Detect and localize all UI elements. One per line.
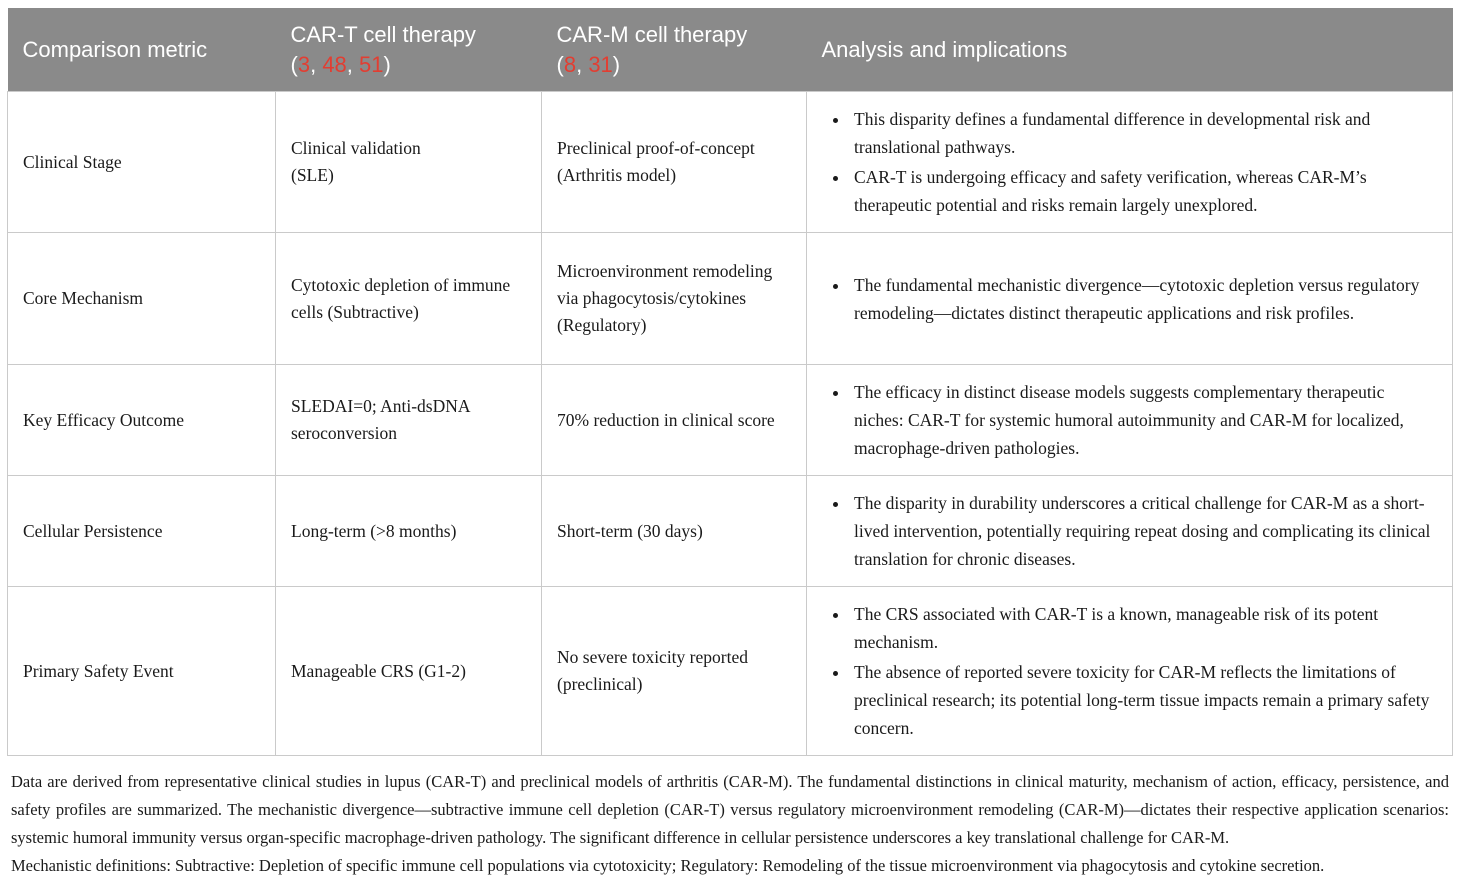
header-cart-therapy: CAR-T cell therapy (3, 48, 51) [275, 8, 542, 92]
carm-value-cell: Short-term (30 days) [541, 475, 807, 588]
header-metric-label: Comparison metric [22, 36, 208, 62]
analysis-cell: The CRS associated with CAR-T is a known… [806, 586, 1453, 757]
citation-ref[interactable]: 31 [588, 51, 613, 77]
citation-ref[interactable]: 3 [297, 51, 311, 77]
header-analysis-label: Analysis and implications [821, 36, 1068, 62]
analysis-cell: The fundamental mechanistic divergence—c… [806, 232, 1453, 366]
citation-ref[interactable]: 48 [322, 51, 347, 77]
analysis-bullet-list: The CRS associated with CAR-T is a known… [822, 600, 1437, 742]
carm-value-cell: No severe toxicity reported (preclinical… [541, 586, 807, 757]
analysis-cell: The efficacy in distinct disease models … [806, 364, 1453, 477]
metric-cell: Cellular Persistence [7, 475, 276, 588]
analysis-bullet-list: This disparity defines a fundamental dif… [822, 105, 1437, 219]
header-cart-title: CAR-T cell therapy [290, 22, 476, 47]
table-row-key-efficacy-outcome: Key Efficacy Outcome SLEDAI=0; Anti-dsDN… [7, 364, 1453, 477]
cart-citation-refs: (3, 48, 51) [290, 51, 391, 77]
analysis-bullet-list: The disparity in durability underscores … [822, 489, 1437, 573]
metric-cell: Key Efficacy Outcome [7, 364, 276, 477]
cart-value-cell: Manageable CRS (G1-2) [275, 586, 542, 757]
carm-citation-refs: (8, 31) [556, 51, 621, 77]
analysis-bullet: This disparity defines a fundamental dif… [850, 105, 1437, 161]
cart-value-cell: Long-term (>8 months) [275, 475, 542, 588]
metric-cell: Clinical Stage [7, 91, 276, 234]
analysis-cell: The disparity in durability underscores … [806, 475, 1453, 588]
carm-value-cell: 70% reduction in clinical score [541, 364, 807, 477]
comparison-table: Comparison metric CAR-T cell therapy (3,… [7, 8, 1453, 757]
analysis-bullet: The fundamental mechanistic divergence—c… [850, 271, 1437, 327]
header-carm-therapy: CAR-M cell therapy (8, 31) [541, 8, 807, 92]
metric-cell: Primary Safety Event [7, 586, 276, 757]
header-comparison-metric: Comparison metric [7, 8, 276, 92]
header-carm-title: CAR-M cell therapy [556, 22, 748, 47]
cart-value-cell: Cytotoxic depletion of immune cells (Sub… [275, 232, 542, 366]
table-row-core-mechanism: Core Mechanism Cytotoxic depletion of im… [7, 232, 1453, 366]
table-row-clinical-stage: Clinical Stage Clinical validation (SLE)… [7, 91, 1453, 234]
analysis-bullet-list: The efficacy in distinct disease models … [822, 378, 1437, 462]
header-row: Comparison metric CAR-T cell therapy (3,… [7, 8, 1453, 92]
table-row-cellular-persistence: Cellular Persistence Long-term (>8 month… [7, 475, 1453, 588]
citation-ref[interactable]: 51 [359, 51, 384, 77]
footnote-mechanistic-definitions: Mechanistic definitions: Subtractive: De… [11, 855, 1325, 875]
analysis-cell: This disparity defines a fundamental dif… [806, 91, 1453, 234]
carm-value-cell: Microenvironment remodeling via phagocyt… [541, 232, 807, 366]
citation-ref[interactable]: 8 [563, 51, 577, 77]
header-analysis: Analysis and implications [806, 8, 1453, 92]
analysis-bullet: The absence of reported severe toxicity … [850, 658, 1437, 742]
cart-value-cell: Clinical validation (SLE) [275, 91, 542, 234]
table-row-primary-safety-event: Primary Safety Event Manageable CRS (G1-… [7, 586, 1453, 757]
analysis-bullet: CAR-T is undergoing efficacy and safety … [850, 163, 1437, 219]
metric-cell: Core Mechanism [7, 232, 276, 366]
table-footnotes: Data are derived from representative cli… [7, 768, 1453, 879]
analysis-bullet-list: The fundamental mechanistic divergence—c… [822, 271, 1437, 327]
analysis-bullet: The efficacy in distinct disease models … [850, 378, 1437, 462]
cart-value-cell: SLEDAI=0; Anti-dsDNA seroconversion [275, 364, 542, 477]
analysis-bullet: The CRS associated with CAR-T is a known… [850, 600, 1437, 656]
footnote-data-description: Data are derived from representative cli… [11, 772, 1449, 847]
analysis-bullet: The disparity in durability underscores … [850, 489, 1437, 573]
carm-value-cell: Preclinical proof-of-concept (Arthritis … [541, 91, 807, 234]
